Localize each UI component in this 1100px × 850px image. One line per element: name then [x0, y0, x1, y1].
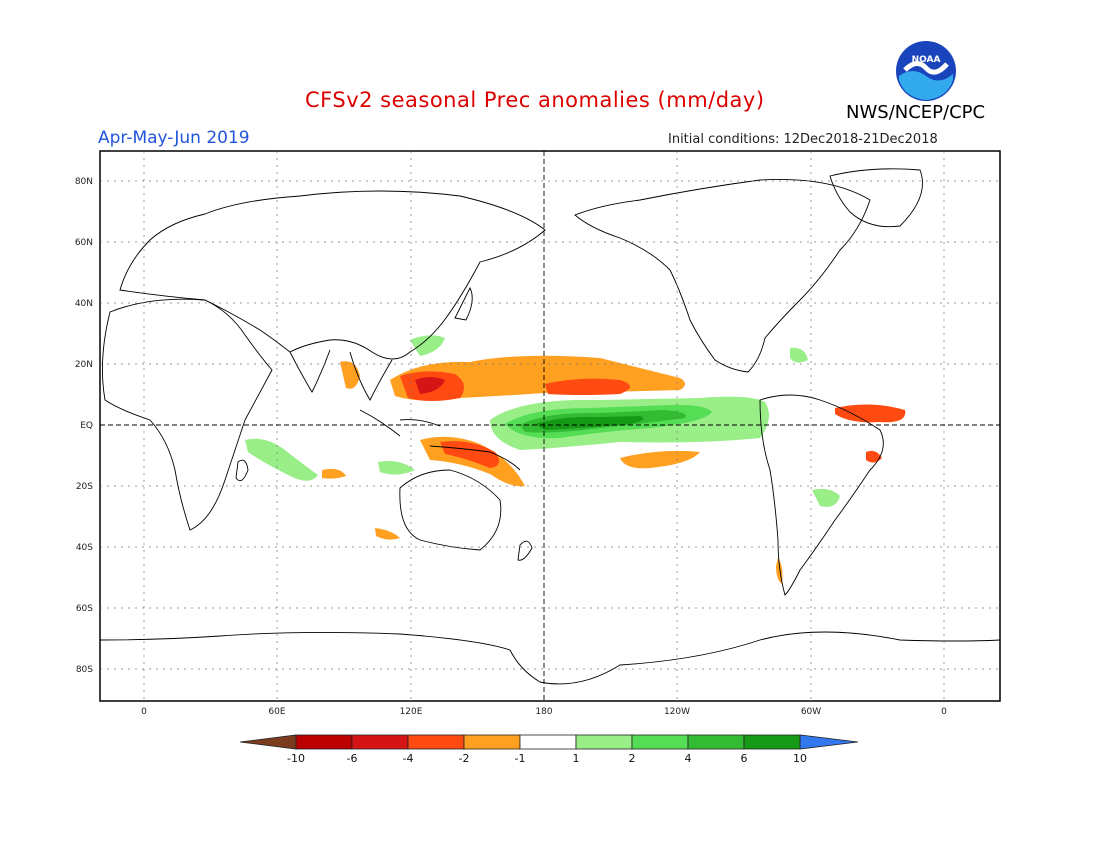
colorbar-bin [407, 734, 465, 750]
initial-conditions-label: Initial conditions: 12Dec2018-21Dec2018 [668, 132, 938, 147]
colorbar-bin [575, 734, 633, 750]
wet-anomaly-south-china-sea [410, 335, 445, 356]
colorbar-bin [519, 734, 577, 750]
coastline-south-america [759, 394, 884, 596]
colorbar-bin [631, 734, 689, 750]
lat-labels: 80N 60N 40N 20N EQ 20S 40S 60S 80S [75, 177, 93, 675]
colorbar-dry-extreme-arrow [239, 734, 297, 750]
colorbar: -10 -6 -4 -2 -1 1 2 4 6 10 [239, 734, 859, 765]
coastline-japan [454, 286, 473, 321]
lat-label: EQ [80, 421, 93, 431]
lon-label: 0 [141, 707, 147, 717]
coastline-australia [399, 469, 502, 551]
wet-anomaly-south-america [812, 488, 840, 507]
dry-anomaly-atlantic [835, 404, 906, 423]
reference-lines [100, 151, 1000, 701]
colorbar-bin [743, 734, 801, 750]
lon-label: 60E [268, 707, 285, 717]
colorbar-label: 6 [741, 752, 748, 765]
lat-label: 40S [76, 543, 93, 553]
season-label: Apr-May-Jun 2019 [98, 128, 250, 148]
coastline-madagascar [235, 459, 249, 482]
map-title: CFSv2 seasonal Prec anomalies (mm/day) [305, 88, 765, 112]
lon-label: 120E [400, 707, 423, 717]
lon-label: 180 [535, 707, 552, 717]
dry-anomaly-south-pacific [620, 450, 700, 469]
colorbar-label: -6 [347, 752, 358, 765]
coastline-africa [101, 298, 273, 531]
lat-label: 20S [76, 482, 93, 492]
wet-anomaly-pacific-max [535, 416, 644, 430]
colorbar-label: 10 [793, 752, 807, 765]
coastline-new-zealand [517, 540, 533, 561]
dry-anomaly-australia-sw [375, 528, 400, 540]
dry-anomaly-indian-south [322, 468, 346, 479]
dry-anomaly-philippines-core [415, 377, 445, 394]
colorbar-wet-extreme-arrow [799, 734, 859, 750]
colorbar-label: -2 [459, 752, 470, 765]
colorbar-bin [463, 734, 521, 750]
coastlines [99, 168, 1001, 685]
colorbar-label: -4 [403, 752, 414, 765]
lon-label: 120W [664, 707, 690, 717]
colorbar-bin [687, 734, 745, 750]
lat-label: 40N [75, 299, 93, 309]
org-label: NWS/NCEP/CPC [846, 102, 986, 123]
coastline-north-america [574, 179, 871, 373]
coastline-greenland [829, 168, 923, 228]
lat-label: 60N [75, 238, 93, 248]
colorbar-label: 1 [573, 752, 580, 765]
lon-labels: 0 60E 120E 180 120W 60W 0 [141, 707, 947, 717]
lat-label: 60S [76, 604, 93, 614]
colorbar-label: 4 [685, 752, 692, 765]
lon-label: 0 [941, 707, 947, 717]
wet-anomaly-indian [245, 438, 318, 481]
colorbar-label: 2 [629, 752, 636, 765]
colorbar-label: -1 [515, 752, 526, 765]
lat-label: 80S [76, 665, 93, 675]
coastline-indochina [349, 351, 393, 401]
noaa-logo-text: NOAA [912, 55, 941, 65]
coastline-antarctica [99, 631, 1001, 685]
wet-anomaly-java [378, 461, 415, 475]
dry-anomaly-north-pacific-core [545, 378, 630, 395]
grid-lines [100, 151, 1000, 701]
lat-label: 20N [75, 360, 93, 370]
colorbar-bin [351, 734, 409, 750]
noaa-logo-icon: NOAA [896, 41, 956, 101]
colorbar-label: -10 [287, 752, 305, 765]
coastline-eurasia [119, 190, 546, 360]
colorbar-bin [295, 734, 353, 750]
lat-label: 80N [75, 177, 93, 187]
lon-label: 60W [801, 707, 821, 717]
wet-anomaly-caribbean [790, 347, 808, 363]
